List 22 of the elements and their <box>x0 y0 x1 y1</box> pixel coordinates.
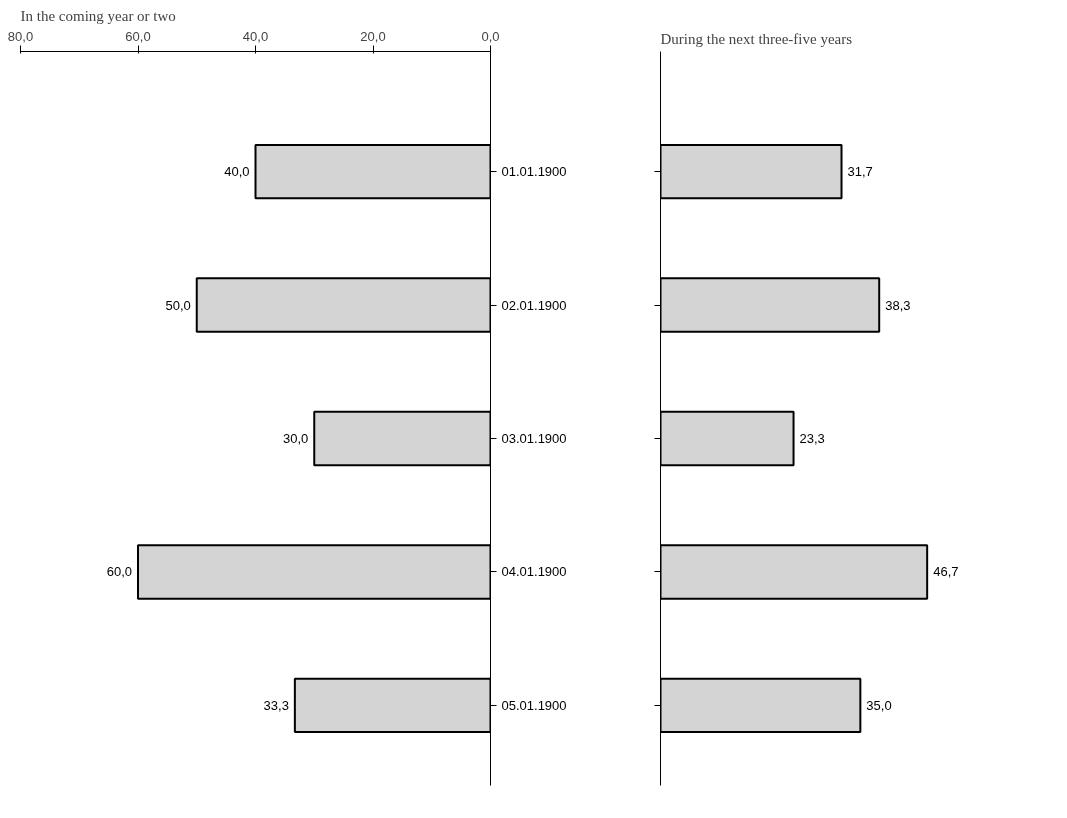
x-tick-label: 20,0 <box>360 28 386 44</box>
data-label: 30,0 <box>282 431 309 447</box>
chart-title: In the coming year or two <box>20 7 176 24</box>
y-tick-label: 05.01.1900 <box>501 697 567 713</box>
data-label: 46,7 <box>933 564 959 580</box>
y-tick-label: 04.01.1900 <box>501 564 567 580</box>
x-tick-label: 40,0 <box>242 28 269 44</box>
y-tick-label: 02.01.1900 <box>501 297 567 313</box>
data-label: 35,0 <box>866 697 892 713</box>
data-label: 50,0 <box>165 297 191 313</box>
data-label: 40,0 <box>224 164 250 180</box>
data-label: 38,3 <box>885 297 911 313</box>
data-label: 23,3 <box>799 431 825 447</box>
x-tick-label: 80,0 <box>7 28 34 44</box>
y-tick-label: 03.01.1900 <box>501 431 567 447</box>
data-label: 60,0 <box>106 564 133 580</box>
data-label: 31,7 <box>847 164 873 180</box>
chart-title: During the next three-five years <box>660 30 853 47</box>
x-tick-label: 0,0 <box>481 28 500 44</box>
y-tick-label: 01.01.1900 <box>501 164 567 180</box>
data-label: 33,3 <box>263 697 289 713</box>
x-tick-label: 60,0 <box>125 28 151 44</box>
